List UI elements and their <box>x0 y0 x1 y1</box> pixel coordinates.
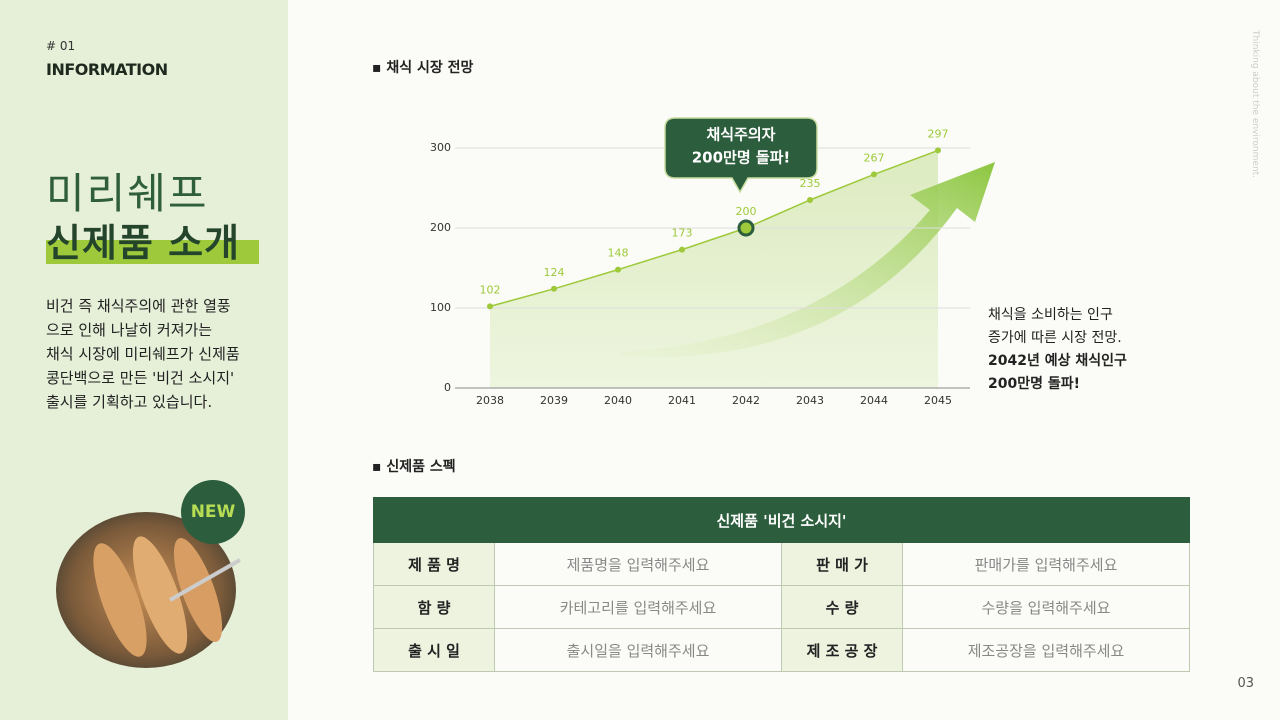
section-title: ▪ 채식 시장 전망 <box>372 60 474 76</box>
point <box>737 219 755 237</box>
text-line: 콩단백으로 만든 '비건 소시지' <box>46 369 235 387</box>
text-line: 출시를 기획하고 있습니다. <box>46 393 213 411</box>
label-cell: 판 매 가 <box>781 542 903 586</box>
text-line: 2042년 예상 채식인구 <box>988 353 1127 369</box>
value-cell: 카테고리를 입력해주세요 <box>494 585 782 629</box>
table-row: 제 품 명 제품명을 입력해주세요 판 매 가 판매가를 입력해주세요 <box>373 542 1190 586</box>
chart-note: 채식을 소비하는 인구 증가에 따른 시장 전망. 2042년 예상 채식인구 … <box>988 304 1127 396</box>
spec-table: 신제품 '비건 소시지' 제 품 명 제품명을 입력해주세요 판 매 가 판매가를 입… <box>373 497 1190 672</box>
value-cell: 판매가를 입력해주세요 <box>902 542 1190 586</box>
title: 미리쉐프 <box>46 169 209 218</box>
product-photo: NEW <box>56 480 245 668</box>
value-cell: 출시일을 입력해주세요 <box>494 628 782 672</box>
y-tick-label: 200 <box>430 221 451 234</box>
point <box>679 246 685 253</box>
data-label: 200 <box>736 205 757 218</box>
point <box>615 266 621 273</box>
trend-arrow <box>620 162 995 358</box>
callout-text: 채식주의자 <box>706 126 775 144</box>
label-cell: 제 조 공 장 <box>781 628 903 672</box>
line <box>489 149 939 308</box>
badge: NEW <box>191 502 236 522</box>
callout-bubble <box>664 117 818 194</box>
x-tick-label: 2043 <box>796 394 824 407</box>
data-label: 148 <box>608 247 629 260</box>
point <box>807 197 813 203</box>
data-label: 235 <box>800 177 821 190</box>
x-tick-label: 2044 <box>860 394 888 407</box>
table-row: 함 량 카테고리를 입력해주세요 수 량 수량을 입력해주세요 <box>373 585 1190 629</box>
table-header: 신제품 '비건 소시지' <box>373 497 1190 543</box>
page-number: 03 <box>1237 676 1254 691</box>
table-title: 신제품 스펙 <box>386 459 456 475</box>
area <box>490 150 938 388</box>
y-tick-label: 0 <box>444 381 451 394</box>
value-cell: 제조공장을 입력해주세요 <box>902 628 1190 672</box>
data-label: 173 <box>672 227 693 240</box>
x-tick-label: 2039 <box>540 394 568 407</box>
value-cell: 제품명을 입력해주세요 <box>494 542 782 586</box>
value-cell: 수량을 입력해주세요 <box>902 585 1190 629</box>
section-label: INFORMATION <box>46 60 168 79</box>
point <box>935 147 941 154</box>
x-tick-label: 2038 <box>476 394 504 407</box>
text-line: 200만명 돌파! <box>988 376 1081 392</box>
label-cell: 함 량 <box>373 585 495 629</box>
label-cell: 제 품 명 <box>373 542 495 586</box>
point <box>487 303 493 310</box>
chart: 0 100 200 300 2038 102 2039 124 2040 148 2041 173 20… <box>430 117 995 407</box>
description: 비건 즉 채식주의에 관한 열풍 으로 인해 나날히 커져가는 채식 시장에 미… <box>46 294 240 414</box>
text-line: 으로 인해 나날히 커져가는 <box>46 321 213 339</box>
title: 신제품 소개 <box>46 221 241 265</box>
section-title: ▪ 신제품 스펙 <box>372 459 456 475</box>
callout-text: 200만명 돌파! <box>692 149 791 167</box>
text-line: 채식을 소비하는 인구 <box>988 307 1113 323</box>
text-line: 채식 시장에 미리쉐프가 신제품 <box>46 345 240 363</box>
text-line: 증가에 따른 시장 전망. <box>988 330 1122 346</box>
data-label: 124 <box>544 266 565 279</box>
vertical-text: Thinking about the environment. <box>1250 30 1260 179</box>
y-tick-label: 300 <box>430 141 451 154</box>
chart-title: 채식 시장 전망 <box>386 60 474 76</box>
point <box>551 285 557 292</box>
text-line: 비건 즉 채식주의에 관한 열풍 <box>46 297 231 315</box>
label-cell: 수 량 <box>781 585 903 629</box>
x-tick-label: 2045 <box>924 394 952 407</box>
data-label: 267 <box>864 151 885 164</box>
x-tick-label: 2040 <box>604 394 632 407</box>
table-row: 출 시 일 출시일을 입력해주세요 제 조 공 장 제조공장을 입력해주세요 <box>373 628 1190 672</box>
label-cell: 출 시 일 <box>373 628 495 672</box>
data-label: 297 <box>928 127 949 140</box>
x-tick-label: 2042 <box>732 394 760 407</box>
x-tick-label: 2041 <box>668 394 696 407</box>
section-number: # 01 <box>46 39 76 53</box>
point <box>871 171 877 178</box>
title-highlight <box>46 240 259 264</box>
y-tick-label: 100 <box>430 301 451 314</box>
data-label: 102 <box>480 283 501 296</box>
